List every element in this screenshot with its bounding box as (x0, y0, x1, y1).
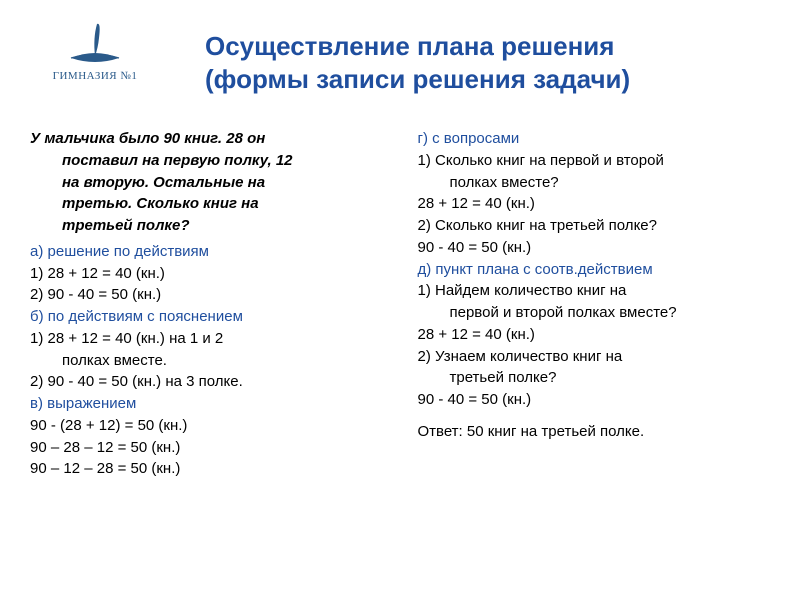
right-column: г) с вопросами 1) Сколько книг на первой… (418, 128, 776, 480)
a-step-1: 1) 28 + 12 = 40 (кн.) (30, 263, 388, 285)
answer-line: Ответ: 50 книг на третьей полке. (418, 421, 776, 443)
slide-title: Осуществление плана решения (формы запис… (205, 30, 780, 95)
logo-block: ГИМНАЗИЯ №1 (30, 18, 160, 82)
g-e2: 90 - 40 = 50 (кн.) (418, 237, 776, 259)
g-q2: 2) Сколько книг на третьей полке? (418, 215, 776, 237)
g-q1a: 1) Сколько книг на первой и второй (418, 150, 776, 172)
c-line-2: 90 – 28 – 12 = 50 (кн.) (30, 437, 388, 459)
problem-l2: поставил на первую полку, 12 (30, 150, 388, 172)
section-b-head: б) по действиям с пояснением (30, 306, 388, 328)
d-q2a: 2) Узнаем количество книг на (418, 346, 776, 368)
problem-statement: У мальчика было 90 книг. 28 он поставил … (30, 128, 388, 237)
problem-l1: У мальчика было 90 книг. 28 он (30, 128, 388, 150)
problem-l4: третью. Сколько книг на (30, 193, 388, 215)
d-q2b: третьей полке? (418, 367, 776, 389)
logo-text: ГИМНАЗИЯ №1 (30, 70, 160, 82)
d-e2: 90 - 40 = 50 (кн.) (418, 389, 776, 411)
section-g-head: г) с вопросами (418, 128, 776, 150)
problem-l5: третьей полке? (30, 215, 388, 237)
logo-icon (65, 18, 125, 68)
g-e1: 28 + 12 = 40 (кн.) (418, 193, 776, 215)
section-c-head: в) выражением (30, 393, 388, 415)
c-line-1: 90 - (28 + 12) = 50 (кн.) (30, 415, 388, 437)
d-q1b: первой и второй полках вместе? (418, 302, 776, 324)
b-step-2: 2) 90 - 40 = 50 (кн.) на 3 полке. (30, 371, 388, 393)
title-line2: (формы записи решения задачи) (205, 64, 630, 94)
problem-l3: на вторую. Остальные на (30, 172, 388, 194)
a-step-2: 2) 90 - 40 = 50 (кн.) (30, 284, 388, 306)
d-q1a: 1) Найдем количество книг на (418, 280, 776, 302)
section-a-head: а) решение по действиям (30, 241, 388, 263)
section-d-head: д) пункт плана с соотв.действием (418, 259, 776, 281)
b-step-1b: полках вместе. (30, 350, 388, 372)
c-line-3: 90 – 12 – 28 = 50 (кн.) (30, 458, 388, 480)
content-columns: У мальчика было 90 книг. 28 он поставил … (30, 128, 775, 480)
title-line1: Осуществление плана решения (205, 31, 614, 61)
g-q1b: полках вместе? (418, 172, 776, 194)
b-step-1a: 1) 28 + 12 = 40 (кн.) на 1 и 2 (30, 328, 388, 350)
left-column: У мальчика было 90 книг. 28 он поставил … (30, 128, 388, 480)
d-e1: 28 + 12 = 40 (кн.) (418, 324, 776, 346)
